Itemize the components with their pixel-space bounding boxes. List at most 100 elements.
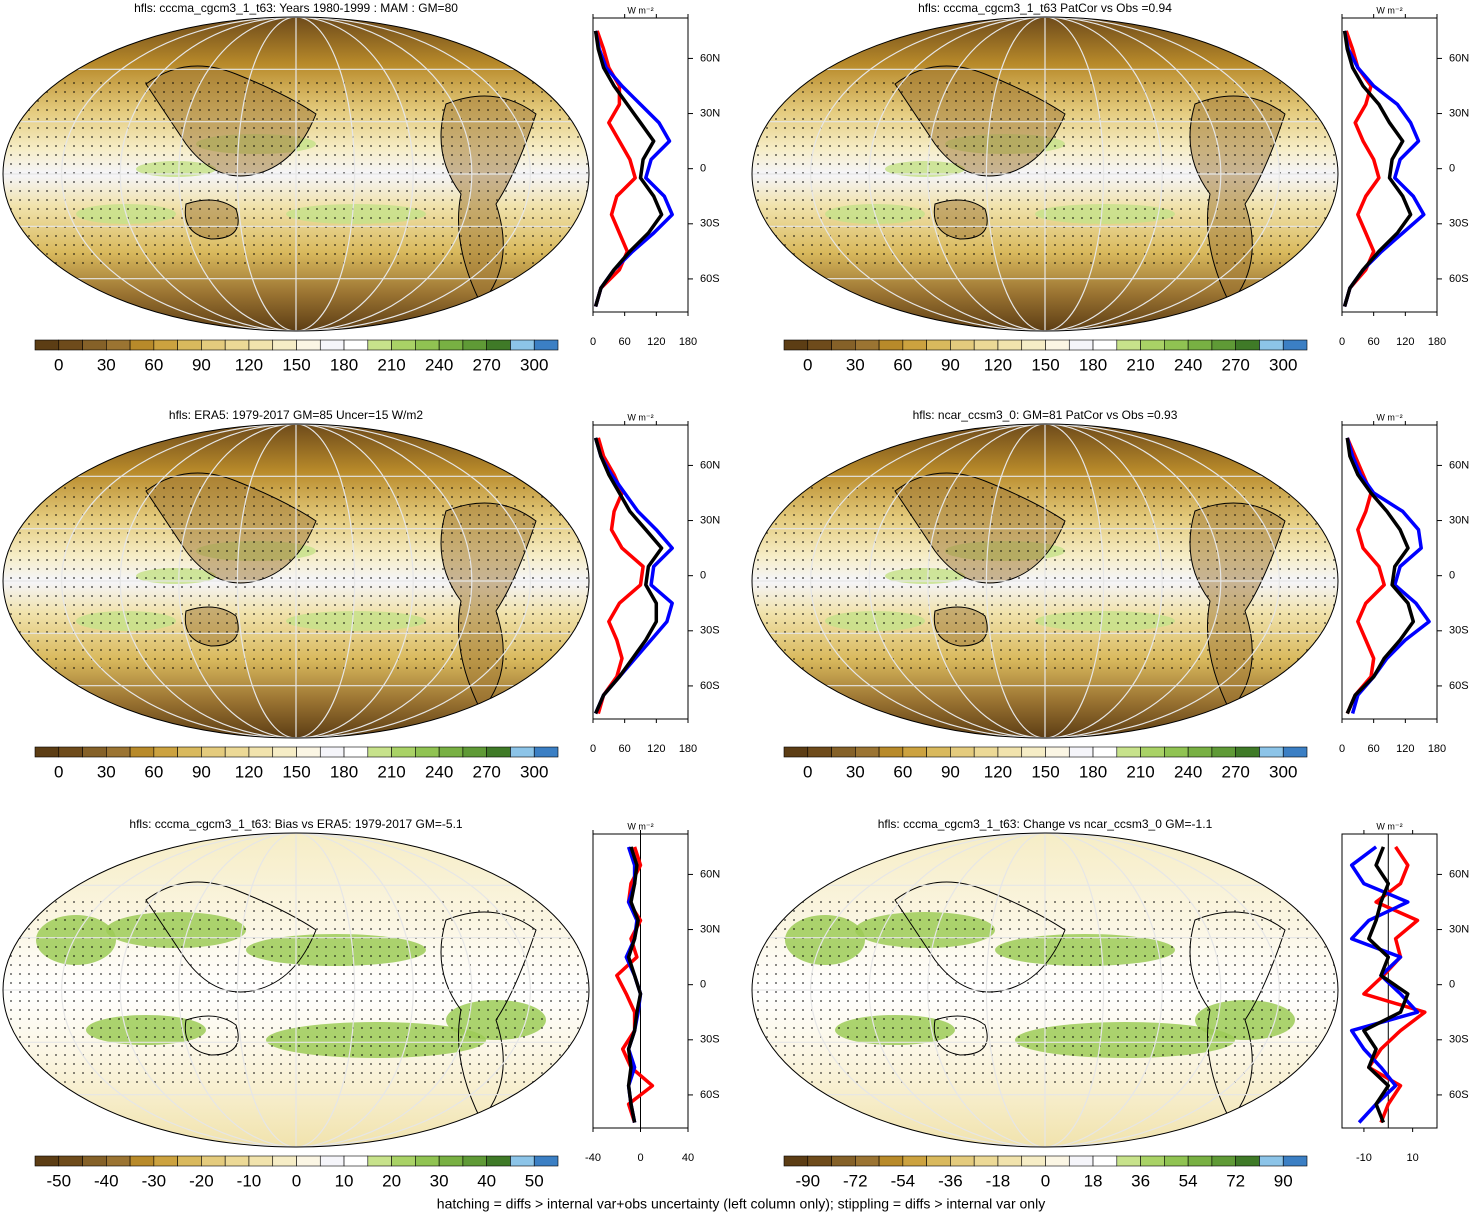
- profile-frame: [1341, 424, 1438, 720]
- profile-frame: [592, 424, 689, 720]
- colorbar-label: 0: [803, 355, 812, 374]
- colorbar-box: [82, 746, 107, 758]
- profile-frame: [1341, 833, 1438, 1129]
- y-tick-label: 0: [1449, 570, 1455, 582]
- panel-title: hfls: cccma_cgcm3_1_t63: Change vs ncar_…: [878, 817, 1213, 831]
- profile-line: [1342, 30, 1413, 307]
- colorbar-label: 300: [520, 762, 548, 781]
- y-tick-label: 0: [700, 570, 706, 582]
- colorbar-box: [224, 1155, 250, 1167]
- colorbar-box: [486, 1155, 511, 1167]
- colorbar-box: [1164, 746, 1189, 758]
- colorbar-label: 10: [335, 1171, 354, 1190]
- colorbar-box: [855, 746, 880, 758]
- colorbar-box: [1235, 746, 1260, 758]
- colorbar-box: [438, 339, 464, 351]
- colorbar-box: [1068, 1155, 1094, 1167]
- meridian: [119, 17, 473, 331]
- colorbar-box: [415, 1155, 440, 1167]
- colorbar-box: [783, 339, 809, 351]
- meridian: [119, 424, 473, 738]
- colorbar-label: 240: [425, 355, 453, 374]
- meridian: [868, 833, 1222, 1147]
- panel-title: hfls: ncar_ccsm3_0: GM=81 PatCor vs Obs …: [913, 408, 1178, 422]
- x-tick-label: 120: [1396, 336, 1414, 348]
- colorbar-label: 50: [525, 1171, 544, 1190]
- colorbar-label: 270: [1221, 762, 1249, 781]
- panel: hfls: ncar_ccsm3_0: GM=81 PatCor vs Obs …: [751, 408, 1469, 781]
- colorbar-box: [510, 339, 535, 351]
- colorbar-box: [391, 746, 416, 758]
- colorbar-box: [831, 339, 856, 351]
- x-tick-label: 60: [1368, 336, 1380, 348]
- meridian: [61, 17, 531, 331]
- profile-line: [593, 30, 664, 307]
- x-tick-label: 0: [1339, 336, 1345, 348]
- colorbar-label: 240: [1174, 762, 1202, 781]
- colorbar-box: [248, 746, 274, 758]
- colorbar-box: [201, 1155, 226, 1167]
- y-tick-label: 30N: [700, 107, 720, 119]
- colorbar-box: [1068, 746, 1094, 758]
- colorbar-label: -10: [237, 1171, 262, 1190]
- colorbar-label: 72: [1226, 1171, 1245, 1190]
- colorbar-box: [272, 339, 297, 351]
- colorbar-box: [82, 1155, 107, 1167]
- y-tick-label: 0: [700, 979, 706, 991]
- colorbar-box: [902, 339, 927, 351]
- profile-line: [626, 846, 643, 1123]
- colorbar-label: 40: [477, 1171, 496, 1190]
- colorbar-box: [1164, 1155, 1189, 1167]
- colorbar-box: [973, 1155, 999, 1167]
- colorbar-label: 60: [144, 762, 163, 781]
- colorbar-box: [106, 339, 131, 351]
- x-tick-label: 60: [619, 336, 631, 348]
- colorbar-label: 90: [941, 355, 960, 374]
- x-tick-label: 180: [679, 743, 697, 755]
- colorbar-label: 240: [1174, 355, 1202, 374]
- colorbar-label: 0: [803, 762, 812, 781]
- colorbar-box: [533, 746, 559, 758]
- colorbar-box: [319, 339, 345, 351]
- colorbar-label: 240: [425, 762, 453, 781]
- colorbar-box: [1282, 1155, 1308, 1167]
- colorbar-label: 18: [1084, 1171, 1103, 1190]
- map: [752, 833, 1338, 1147]
- colorbar-box: [1045, 746, 1070, 758]
- colorbar-box: [272, 746, 297, 758]
- colorbar-box: [296, 339, 321, 351]
- profile-unit: W m⁻²: [627, 821, 653, 831]
- colorbar-label: -54: [891, 1171, 916, 1190]
- colorbar-box: [224, 746, 250, 758]
- colorbar-label: 300: [1269, 762, 1297, 781]
- profile-line: [1362, 846, 1410, 1124]
- colorbar-label: -50: [46, 1171, 71, 1190]
- colorbar-box: [367, 1155, 392, 1167]
- colorbar-box: [34, 1155, 60, 1167]
- colorbar-box: [319, 1155, 345, 1167]
- colorbar-box: [831, 746, 856, 758]
- colorbar-box: [177, 1155, 202, 1167]
- profile-unit: W m⁻²: [627, 412, 653, 422]
- colorbar-box: [296, 1155, 321, 1167]
- colorbar-box: [1282, 339, 1308, 351]
- colorbar-box: [367, 339, 392, 351]
- colorbar-label: 180: [330, 762, 358, 781]
- colorbar-label: 180: [1079, 355, 1107, 374]
- y-tick-label: 0: [700, 163, 706, 175]
- colorbar-label: 150: [1031, 762, 1059, 781]
- panel: hfls: ERA5: 1979-2017 GM=85 Uncer=15 W/m…: [2, 408, 720, 781]
- colorbar-box: [926, 339, 951, 351]
- x-tick-label: 120: [1396, 743, 1414, 755]
- colorbar-box: [129, 339, 155, 351]
- colorbar-label: -90: [795, 1171, 820, 1190]
- meridian: [868, 424, 1222, 738]
- y-tick-label: 30S: [700, 1034, 720, 1046]
- colorbar-label: 54: [1179, 1171, 1198, 1190]
- colorbar-box: [58, 1155, 83, 1167]
- colorbar-box: [855, 1155, 880, 1167]
- colorbar-box: [1045, 1155, 1070, 1167]
- x-tick-label: 60: [619, 743, 631, 755]
- profile-frame: [1341, 17, 1438, 313]
- colorbar-label: 0: [54, 355, 63, 374]
